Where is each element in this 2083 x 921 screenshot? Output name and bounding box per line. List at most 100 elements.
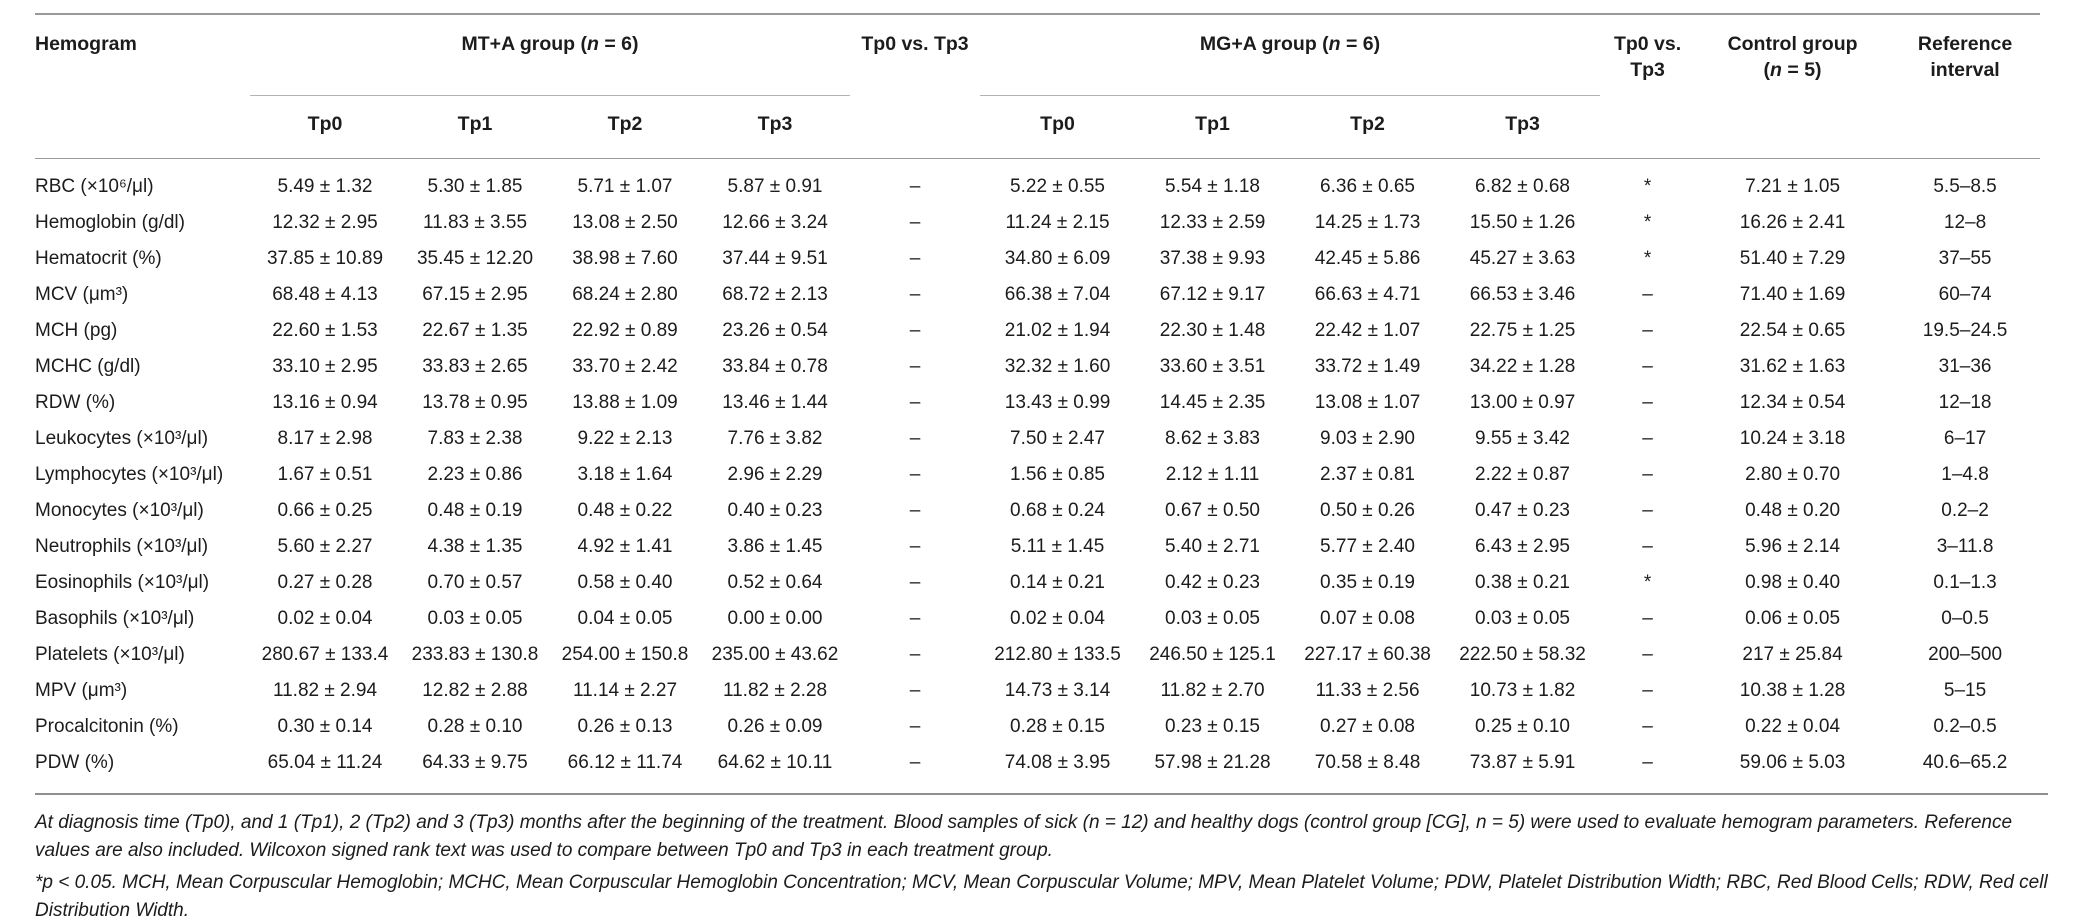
mg-value-cell: 2.22 ± 0.87 xyxy=(1475,463,1570,485)
mt-value-cell: 12.82 ± 2.88 xyxy=(422,679,528,701)
mg-value-cell: 246.50 ± 125.1 xyxy=(1149,643,1276,665)
mt-value-cell: 38.98 ± 7.60 xyxy=(572,247,678,269)
mg-value-cell: 45.27 ± 3.63 xyxy=(1469,247,1576,269)
control-value-cell: 71.40 ± 1.69 xyxy=(1739,283,1846,305)
significance-cell-mg: – xyxy=(1642,715,1653,737)
row-label: Neutrophils (×10³/μl) xyxy=(35,535,209,557)
table-row: Eosinophils (×10³/μl) 0.27 ± 0.28 0.70 ± 0… xyxy=(35,565,2040,601)
table-header: Hemogram MT+A group (n = 6) Tp0 vs. Tp3 … xyxy=(35,14,2041,159)
column-header-hemogram: Hemogram xyxy=(35,14,250,159)
mg-value-cell: 57.98 ± 21.28 xyxy=(1154,751,1271,773)
control-value-cell: 51.40 ± 7.29 xyxy=(1739,247,1846,269)
row-label: Lymphocytes (×10³/μl) xyxy=(35,463,224,485)
reference-interval-cell: 0–0.5 xyxy=(1941,607,1989,629)
mt-value-cell: 0.66 ± 0.25 xyxy=(277,499,373,521)
control-value-cell: 2.80 ± 0.70 xyxy=(1745,463,1841,485)
group-header-mt-a-text: MT+A group (n = 6) xyxy=(462,33,639,55)
control-value-cell: 7.21 ± 1.05 xyxy=(1745,175,1841,197)
mg-value-cell: 66.53 ± 3.46 xyxy=(1469,283,1576,305)
mg-value-cell: 34.80 ± 6.09 xyxy=(1004,247,1111,269)
mt-value-cell: 2.23 ± 0.86 xyxy=(427,463,523,485)
significance-cell-mt: – xyxy=(909,211,921,233)
table-row: Neutrophils (×10³/μl) 5.60 ± 2.27 4.38 ± 1… xyxy=(35,529,2040,565)
mg-value-cell: 0.38 ± 0.21 xyxy=(1475,571,1570,593)
reference-interval-cell: 60–74 xyxy=(1938,283,1992,305)
row-label: Platelets (×10³/μl) xyxy=(35,643,185,665)
control-value-cell: 0.98 ± 0.40 xyxy=(1745,571,1841,593)
mt-value-cell: 5.87 ± 0.91 xyxy=(727,175,823,197)
control-header-line2: (n = 5) xyxy=(1764,59,1822,81)
mg-value-cell: 9.55 ± 3.42 xyxy=(1475,427,1570,449)
mg-value-cell: 22.30 ± 1.48 xyxy=(1159,319,1266,341)
row-label: Basophils (×10³/μl) xyxy=(35,607,195,629)
mg-value-cell: 13.08 ± 1.07 xyxy=(1314,391,1421,413)
control-value-cell: 5.96 ± 2.14 xyxy=(1745,535,1841,557)
mg-value-cell: 5.11 ± 1.45 xyxy=(1010,535,1105,557)
mg-value-cell: 8.62 ± 3.83 xyxy=(1165,427,1260,449)
mg-value-cell: 33.60 ± 3.51 xyxy=(1159,355,1266,377)
reference-interval-cell: 5.5–8.5 xyxy=(1933,175,1997,197)
mt-value-cell: 37.85 ± 10.89 xyxy=(266,247,384,269)
mt-value-cell: 0.52 ± 0.64 xyxy=(727,571,823,593)
mg-value-cell: 67.12 ± 9.17 xyxy=(1159,283,1266,305)
significance-cell-mg: – xyxy=(1642,679,1653,701)
mt-value-cell: 0.58 ± 0.40 xyxy=(577,571,673,593)
row-label: RBC (×10⁶/μl) xyxy=(35,175,154,197)
control-header-n-italic: n xyxy=(1770,59,1782,81)
mg-value-cell: 15.50 ± 1.26 xyxy=(1469,211,1576,233)
mt-value-cell: 0.00 ± 0.00 xyxy=(727,607,823,629)
mt-value-cell: 0.70 ± 0.57 xyxy=(427,571,523,593)
column-header-tp0-vs-tp3-mt: Tp0 vs. Tp3 xyxy=(850,14,981,159)
mt-value-cell: 64.62 ± 10.11 xyxy=(717,751,833,773)
mt-value-cell: 0.27 ± 0.28 xyxy=(277,571,373,593)
mg-value-cell: 33.72 ± 1.49 xyxy=(1314,355,1421,377)
mt-value-cell: 7.76 ± 3.82 xyxy=(727,427,823,449)
reference-interval-cell: 6–17 xyxy=(1943,427,1987,449)
mg-value-cell: 11.33 ± 2.56 xyxy=(1315,679,1420,701)
mt-value-cell: 13.46 ± 1.44 xyxy=(722,391,828,413)
significance-cell-mt: – xyxy=(909,643,921,665)
control-value-cell: 12.34 ± 0.54 xyxy=(1739,391,1846,413)
row-label: MPV (μm³) xyxy=(35,679,128,701)
mg-value-cell: 70.58 ± 8.48 xyxy=(1314,751,1421,773)
significance-cell-mg: – xyxy=(1642,319,1653,341)
control-header-text-part: = 5) xyxy=(1781,59,1822,81)
significance-cell-mg: – xyxy=(1642,535,1653,557)
mt-value-cell: 68.72 ± 2.13 xyxy=(722,283,828,305)
mt-value-cell: 0.28 ± 0.10 xyxy=(427,715,523,737)
reference-header-line1: Reference xyxy=(1917,33,2013,55)
significance-cell-mt: – xyxy=(909,319,921,341)
mg-value-cell: 0.07 ± 0.08 xyxy=(1320,607,1415,629)
mt-value-cell: 0.03 ± 0.05 xyxy=(427,607,523,629)
significance-cell-mg: * xyxy=(1643,571,1652,593)
mt-value-cell: 9.22 ± 2.13 xyxy=(577,427,673,449)
group-header-mt-a: MT+A group (n = 6) xyxy=(250,14,851,96)
mt-value-cell: 3.18 ± 1.64 xyxy=(577,463,673,485)
subheader-mt-tp1: Tp1 xyxy=(400,95,550,159)
mg-value-cell: 5.54 ± 1.18 xyxy=(1165,175,1260,197)
mt-value-cell: 11.82 ± 2.28 xyxy=(722,679,828,701)
group-header-n-italic: n xyxy=(1328,33,1341,55)
mg-value-cell: 0.14 ± 0.21 xyxy=(1010,571,1105,593)
group-header-mg-a-text: MG+A group (n = 6) xyxy=(1200,33,1380,55)
mt-value-cell: 22.60 ± 1.53 xyxy=(272,319,378,341)
mg-value-cell: 37.38 ± 9.93 xyxy=(1159,247,1266,269)
subheader-mg-tp1: Tp1 xyxy=(1135,95,1291,159)
mt-value-cell: 254.00 ± 150.8 xyxy=(561,643,689,665)
subheader-mt-tp0: Tp0 xyxy=(250,95,400,159)
reference-header-line2: interval xyxy=(1930,59,2000,81)
mt-value-cell: 5.60 ± 2.27 xyxy=(277,535,373,557)
mt-value-cell: 13.78 ± 0.95 xyxy=(422,391,528,413)
significance-cell-mg: * xyxy=(1643,247,1652,269)
control-value-cell: 0.48 ± 0.20 xyxy=(1745,499,1841,521)
footnote-abbreviations: *p < 0.05. MCH, Mean Corpuscular Hemoglo… xyxy=(35,871,2048,921)
mt-value-cell: 68.24 ± 2.80 xyxy=(572,283,678,305)
control-value-cell: 22.54 ± 0.65 xyxy=(1739,319,1846,341)
significance-cell-mg: – xyxy=(1642,355,1653,377)
reference-interval-cell: 5–15 xyxy=(1943,679,1987,701)
mt-value-cell: 23.26 ± 0.54 xyxy=(722,319,828,341)
significance-cell-mt: – xyxy=(909,283,921,305)
mt-value-cell: 7.83 ± 2.38 xyxy=(427,427,523,449)
significance-cell-mt: – xyxy=(909,391,921,413)
footnote-methods: At diagnosis time (Tp0), and 1 (Tp1), 2 … xyxy=(35,811,2013,862)
